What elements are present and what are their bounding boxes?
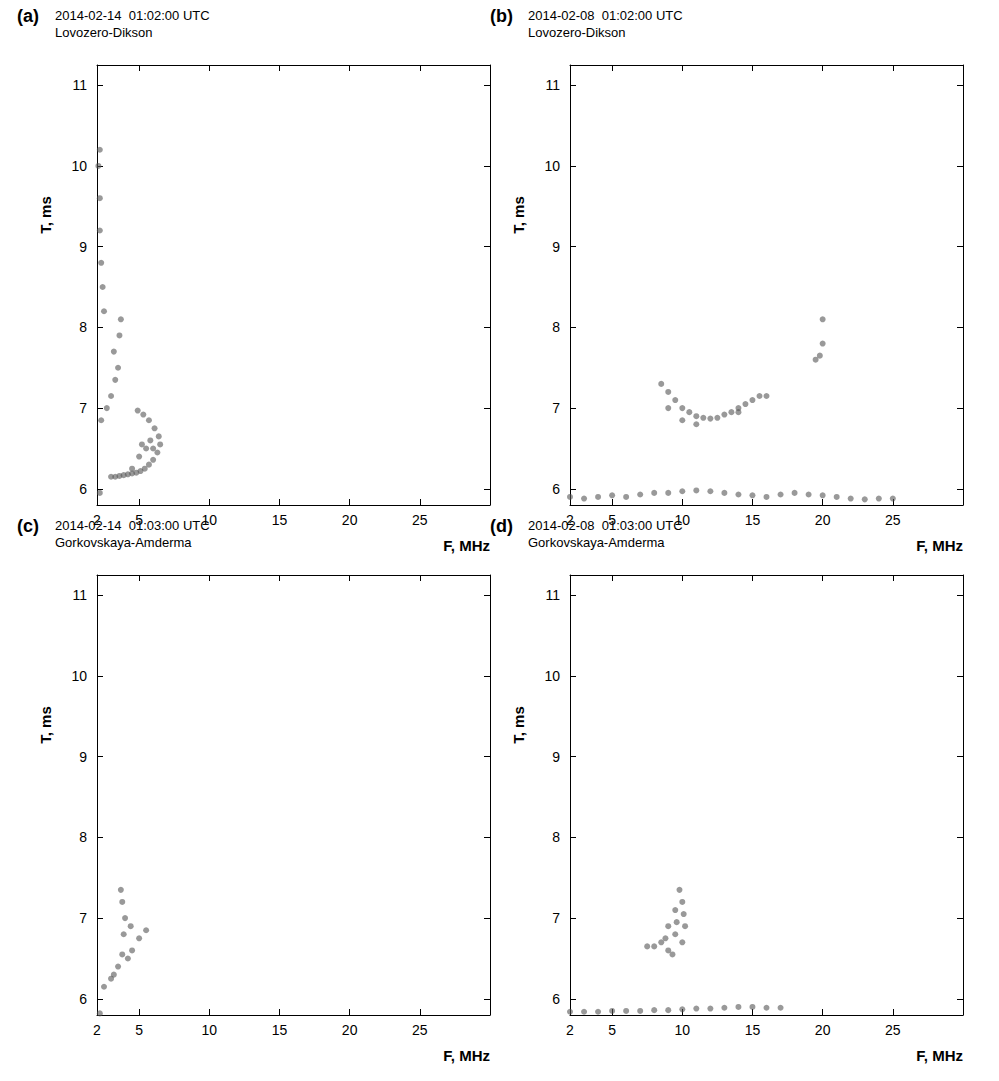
svg-text:(b): (b) [490, 6, 513, 26]
svg-text:11: 11 [72, 587, 87, 603]
svg-text:2014-02-08 01:02:00 UTC: 2014-02-08 01:02:00 UTC [528, 8, 683, 23]
svg-text:T, ms: T, ms [37, 706, 54, 744]
svg-text:Gorkovskaya-Amderma: Gorkovskaya-Amderma [55, 535, 192, 550]
svg-text:20: 20 [342, 1022, 358, 1038]
svg-text:6: 6 [552, 481, 560, 497]
svg-text:Lovozero-Dikson: Lovozero-Dikson [55, 25, 153, 40]
svg-text:11: 11 [545, 587, 560, 603]
svg-text:5: 5 [135, 512, 143, 528]
svg-text:8: 8 [552, 319, 560, 335]
svg-text:10: 10 [201, 512, 217, 528]
svg-text:Lovozero-Dikson: Lovozero-Dikson [528, 25, 626, 40]
svg-text:2014-02-14 01:02:00 UTC: 2014-02-14 01:02:00 UTC [55, 8, 210, 23]
svg-text:(c): (c) [17, 516, 39, 536]
svg-text:F, MHz: F, MHz [443, 1047, 490, 1064]
svg-text:5: 5 [608, 512, 616, 528]
svg-text:6: 6 [552, 991, 560, 1007]
svg-text:15: 15 [745, 512, 761, 528]
svg-text:5: 5 [135, 1022, 143, 1038]
svg-text:10: 10 [71, 668, 87, 684]
svg-text:7: 7 [79, 400, 87, 416]
svg-text:25: 25 [412, 512, 428, 528]
svg-text:6: 6 [79, 481, 87, 497]
svg-text:6: 6 [79, 991, 87, 1007]
svg-text:T, ms: T, ms [510, 706, 527, 744]
svg-text:15: 15 [745, 1022, 761, 1038]
svg-text:T, ms: T, ms [510, 196, 527, 234]
svg-text:F, MHz: F, MHz [916, 537, 963, 554]
svg-text:25: 25 [885, 512, 901, 528]
svg-text:8: 8 [552, 829, 560, 845]
svg-text:25: 25 [412, 1022, 428, 1038]
svg-text:10: 10 [544, 668, 560, 684]
svg-text:T, ms: T, ms [37, 196, 54, 234]
svg-text:7: 7 [552, 400, 560, 416]
svg-text:10: 10 [544, 158, 560, 174]
svg-text:Gorkovskaya-Amderma: Gorkovskaya-Amderma [528, 535, 665, 550]
svg-text:7: 7 [79, 910, 87, 926]
svg-text:11: 11 [545, 77, 560, 93]
svg-text:15: 15 [272, 512, 288, 528]
svg-text:(a): (a) [17, 6, 39, 26]
svg-text:10: 10 [201, 1022, 217, 1038]
svg-text:(d): (d) [490, 516, 513, 536]
svg-text:10: 10 [71, 158, 87, 174]
svg-text:20: 20 [342, 512, 358, 528]
svg-text:8: 8 [79, 829, 87, 845]
svg-text:9: 9 [79, 239, 87, 255]
svg-text:F, MHz: F, MHz [916, 1047, 963, 1064]
svg-text:9: 9 [552, 749, 560, 765]
svg-text:8: 8 [79, 319, 87, 335]
svg-text:2: 2 [93, 1022, 101, 1038]
svg-text:9: 9 [79, 749, 87, 765]
svg-text:25: 25 [885, 1022, 901, 1038]
svg-text:2: 2 [93, 512, 101, 528]
svg-text:F, MHz: F, MHz [443, 537, 490, 554]
svg-text:11: 11 [72, 77, 87, 93]
svg-text:20: 20 [815, 512, 831, 528]
svg-text:2014-02-14 01:03:00 UTC: 2014-02-14 01:03:00 UTC [55, 518, 210, 533]
svg-text:5: 5 [608, 1022, 616, 1038]
svg-text:2014-02-08 01:03:00 UTC: 2014-02-08 01:03:00 UTC [528, 518, 683, 533]
svg-text:2: 2 [566, 512, 574, 528]
svg-text:10: 10 [674, 512, 690, 528]
svg-text:20: 20 [815, 1022, 831, 1038]
svg-text:7: 7 [552, 910, 560, 926]
svg-text:9: 9 [552, 239, 560, 255]
svg-text:15: 15 [272, 1022, 288, 1038]
svg-text:10: 10 [674, 1022, 690, 1038]
svg-text:2: 2 [566, 1022, 574, 1038]
